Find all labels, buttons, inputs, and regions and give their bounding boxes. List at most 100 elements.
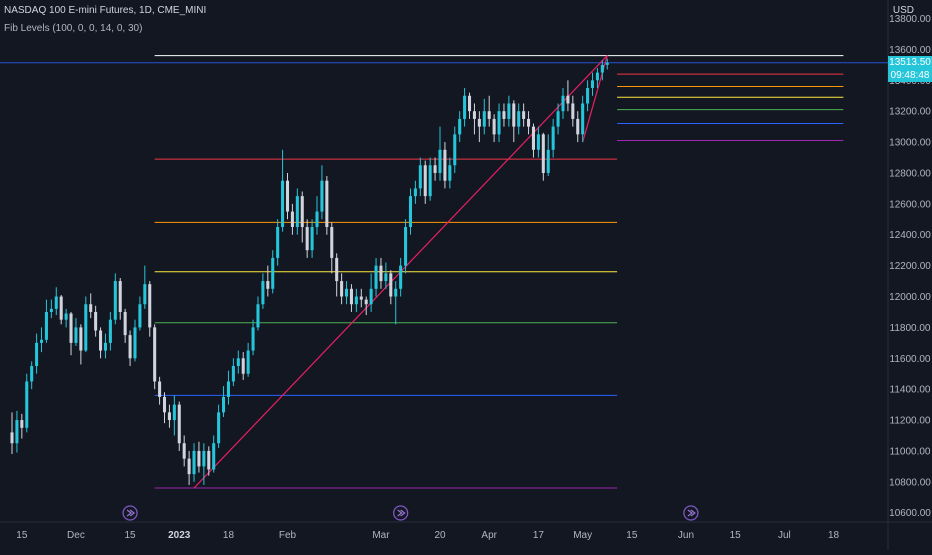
candle: [236, 350, 240, 374]
candle: [226, 370, 230, 405]
candle: [143, 265, 147, 309]
candle-body: [69, 313, 73, 343]
candle: [359, 288, 363, 308]
time-tick-label: 18: [828, 530, 840, 541]
candle: [300, 191, 304, 243]
candle-body: [74, 327, 78, 343]
event-marker-icon[interactable]: [392, 505, 409, 521]
candle-body: [433, 165, 437, 173]
candle-body: [49, 308, 53, 312]
candle: [586, 80, 590, 112]
candle: [448, 157, 452, 189]
candle-body: [305, 227, 309, 251]
candle: [202, 443, 206, 485]
candle-body: [463, 95, 467, 119]
time-tick-label: Feb: [279, 530, 297, 541]
candle: [315, 196, 319, 235]
candle: [231, 358, 235, 387]
candle-body: [502, 111, 506, 119]
candle-body: [158, 381, 162, 397]
candle: [551, 118, 555, 158]
candle: [340, 273, 344, 305]
time-axis[interactable]: 15 Dec 15 2023 18 Feb Mar 20 Apr 17 May 15 Jun 15 Jul 1…: [16, 530, 839, 541]
candle-body: [536, 134, 540, 150]
candle-body: [566, 95, 570, 104]
candle-body: [561, 95, 565, 112]
candle: [108, 311, 112, 351]
candle: [192, 443, 196, 482]
candle-body: [482, 111, 486, 127]
candle-body: [271, 257, 275, 289]
candle-body: [35, 342, 39, 367]
candle: [320, 165, 324, 220]
candle-body: [418, 165, 422, 189]
candle-body: [423, 165, 427, 197]
candle: [222, 386, 226, 417]
currency-label[interactable]: USD: [892, 5, 914, 16]
candle: [433, 157, 437, 181]
candle: [492, 114, 496, 143]
candle-body: [522, 111, 526, 119]
event-marker-icon[interactable]: [122, 505, 138, 521]
candle-body: [79, 327, 83, 351]
candle-body: [458, 118, 462, 135]
candle-body: [256, 304, 260, 328]
time-tick-label: 18: [223, 530, 235, 541]
candle: [512, 100, 516, 143]
event-markers[interactable]: [122, 505, 699, 521]
candle: [345, 281, 349, 305]
candle-body: [241, 358, 245, 374]
candle-body: [148, 284, 152, 328]
event-marker-glyph: [397, 509, 406, 517]
candle-body: [551, 126, 555, 150]
candle-body: [399, 265, 403, 289]
candle: [541, 132, 545, 181]
candle: [482, 98, 486, 135]
event-marker-icon[interactable]: [683, 505, 699, 521]
candle-body: [138, 304, 142, 328]
time-tick-label: May: [573, 530, 592, 541]
candle-body: [541, 134, 545, 173]
symbol-title[interactable]: NASDAQ 100 E-mini Futures, 1D, CME_MINI: [4, 5, 207, 16]
candle: [69, 311, 73, 356]
candle-body: [295, 196, 299, 228]
candle: [153, 324, 157, 390]
candle: [197, 441, 201, 473]
price-tick-label: 13200.00: [889, 107, 931, 118]
candle: [428, 157, 432, 201]
candle-body: [595, 72, 599, 81]
candle: [590, 72, 595, 96]
last-price-tag: 13513.50: [888, 55, 932, 69]
candle: [536, 126, 540, 158]
candle-body: [404, 227, 408, 266]
candle-body: [123, 311, 127, 336]
candle: [404, 219, 408, 274]
indicator-legend[interactable]: Fib Levels (100, 0, 0, 14, 0, 30): [4, 23, 143, 34]
candle: [251, 319, 255, 356]
candle-body: [472, 111, 476, 119]
candle-body: [379, 265, 383, 282]
time-tick-label: 2023: [168, 530, 191, 541]
price-tick-label: 13600.00: [889, 45, 931, 56]
candle: [556, 103, 560, 135]
time-tick-label: Apr: [481, 530, 497, 541]
bar-countdown-tag: 09:48:48: [888, 68, 932, 82]
time-tick-label: 15: [730, 530, 742, 541]
price-tick-label: 12400.00: [889, 230, 931, 241]
candle-body: [226, 381, 230, 397]
candle: [413, 180, 417, 204]
candle: [310, 219, 314, 258]
candle: [330, 222, 334, 274]
candle: [527, 111, 531, 135]
candle-body: [413, 188, 417, 197]
candle-body: [586, 88, 590, 104]
candle-body: [345, 288, 349, 297]
price-tick-label: 10600.00: [889, 508, 931, 519]
candle-body: [25, 381, 29, 428]
price-axis[interactable]: 10600.00 10800.00 11000.00 11200.00 11400.00…: [889, 14, 931, 519]
candles: [10, 58, 609, 485]
time-tick-label: 15: [626, 530, 638, 541]
